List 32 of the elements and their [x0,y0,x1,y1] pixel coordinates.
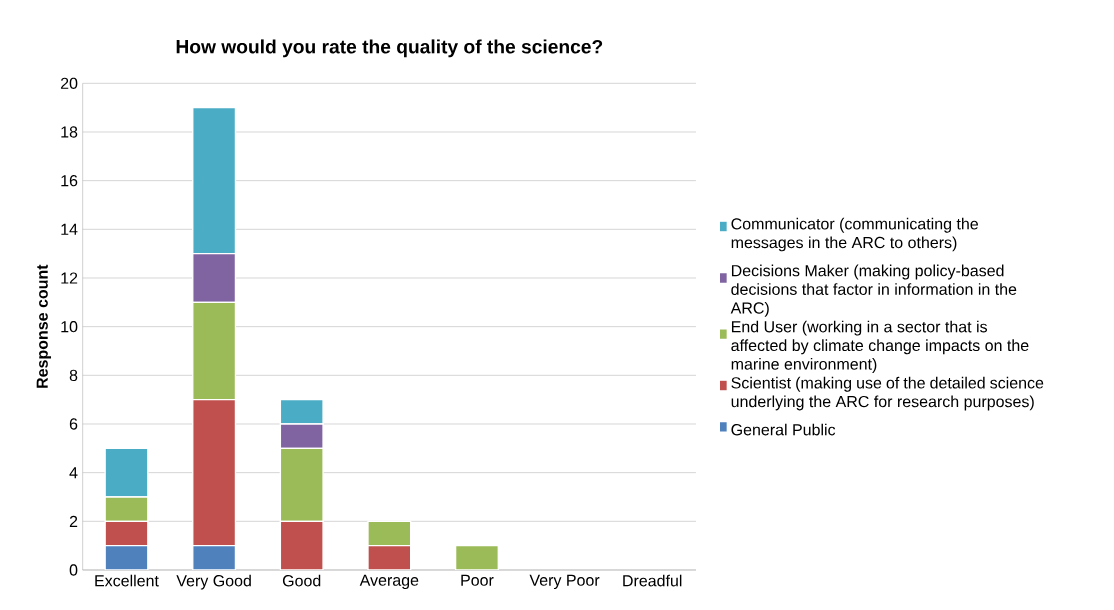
x-tick-label: Average [359,574,419,590]
bar [192,398,237,547]
y-tick-label: 12 [61,272,78,284]
x-tick-label: Dreadful [623,574,682,587]
legend-label: Scientist (making use of the detailed science underlying the ARC for research purposes) [731,376,1044,411]
bar [192,544,237,570]
bar [279,520,324,570]
bar [454,544,499,570]
y-tick-label: 16 [61,175,78,187]
x-tick-label: Excellent [95,574,159,587]
x-tick-label: Very Poor [529,574,600,590]
y-tick-label: 4 [69,467,78,479]
x-tick-label: Very Good [176,574,251,590]
y-tick-label: 14 [61,223,78,235]
x-tick-label: Good [282,574,321,587]
y-tick-label: 10 [61,321,78,333]
y-tick-label: 6 [69,418,78,430]
legend-label: End User (working in a sector that is affected by climate change impacts on the marine environment) [731,320,1029,373]
bar [104,544,149,570]
y-tick-label: 0 [69,564,78,576]
x-tick-label: Poor [461,574,494,586]
y-tick-label: 8 [69,369,78,381]
legend-label: Communicator (communicating the messages in the ARC to others) [731,217,978,252]
legend-label: Decisions Maker (making policy-based decisions that factor in information in the ARC) [730,264,1017,317]
bar [367,544,412,570]
chart-title: How would you rate the quality of the science? [176,39,603,58]
y-tick-label: 18 [61,126,78,138]
legend-label: General Public [731,423,836,436]
y-tick-label: 2 [69,515,78,527]
y-tick-label: 20 [60,77,78,89]
bar [104,520,149,547]
y-axis-title: Response count [36,264,52,388]
